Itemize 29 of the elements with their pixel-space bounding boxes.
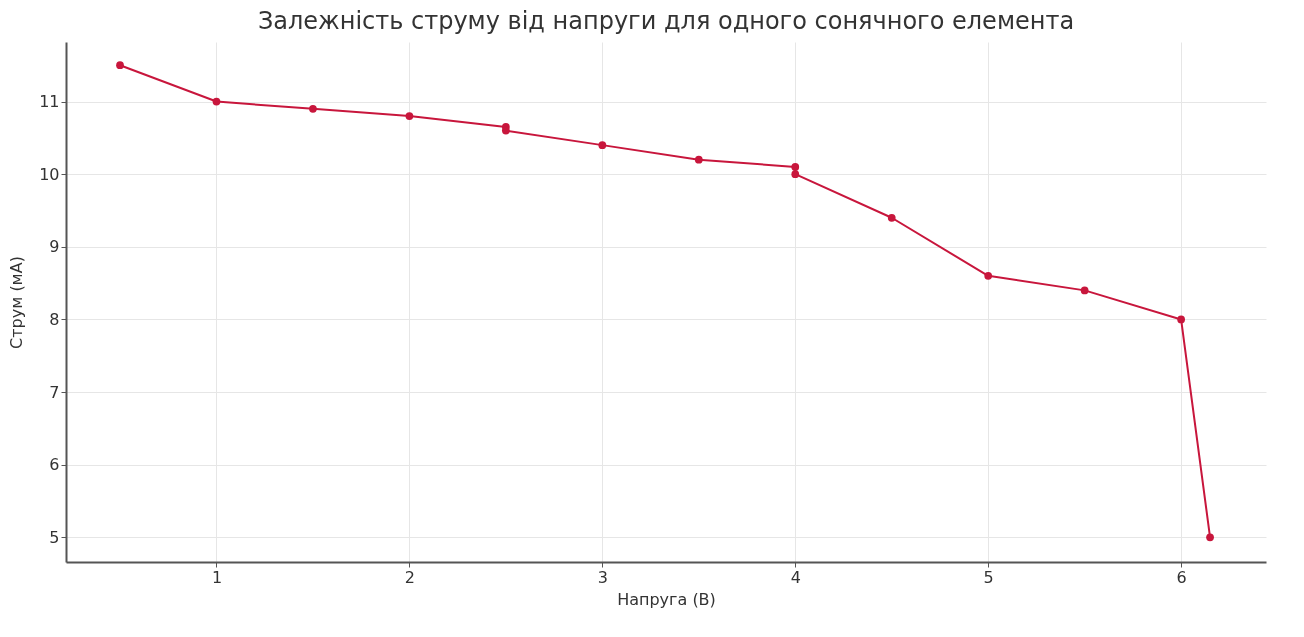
point	[1080, 286, 1089, 295]
y-tick-label: 9	[49, 237, 60, 257]
point	[309, 104, 317, 113]
y-tick-label: 11	[39, 92, 60, 112]
chart-title: Залежність струму від напруги для одного сонячного елемента	[257, 7, 1075, 35]
y-tick-label: 8	[49, 309, 60, 329]
point	[598, 141, 607, 149]
point	[984, 271, 993, 280]
x-tick-label: 4	[790, 567, 801, 587]
point	[791, 163, 800, 171]
y-tick-label: 7	[49, 382, 60, 402]
x-tick-label: 6	[1176, 567, 1187, 587]
point	[791, 170, 800, 179]
x-axis-title: Напруга (В)	[617, 589, 716, 609]
x-tick-label: 5	[983, 567, 994, 587]
point	[1177, 315, 1185, 324]
x-tick-label: 2	[404, 567, 415, 587]
y-tick-label: 10	[39, 164, 60, 184]
y-tick-label: 6	[49, 455, 60, 475]
point	[405, 112, 414, 120]
y-axis-title: Струм (мА)	[7, 256, 27, 349]
point	[212, 97, 221, 106]
point	[116, 61, 124, 70]
y-tick-label: 5	[49, 527, 60, 547]
x-tick-label: 3	[597, 567, 608, 587]
point	[887, 213, 896, 222]
x-tick-label: 1	[211, 567, 223, 587]
point	[1206, 533, 1214, 542]
point	[694, 155, 703, 164]
